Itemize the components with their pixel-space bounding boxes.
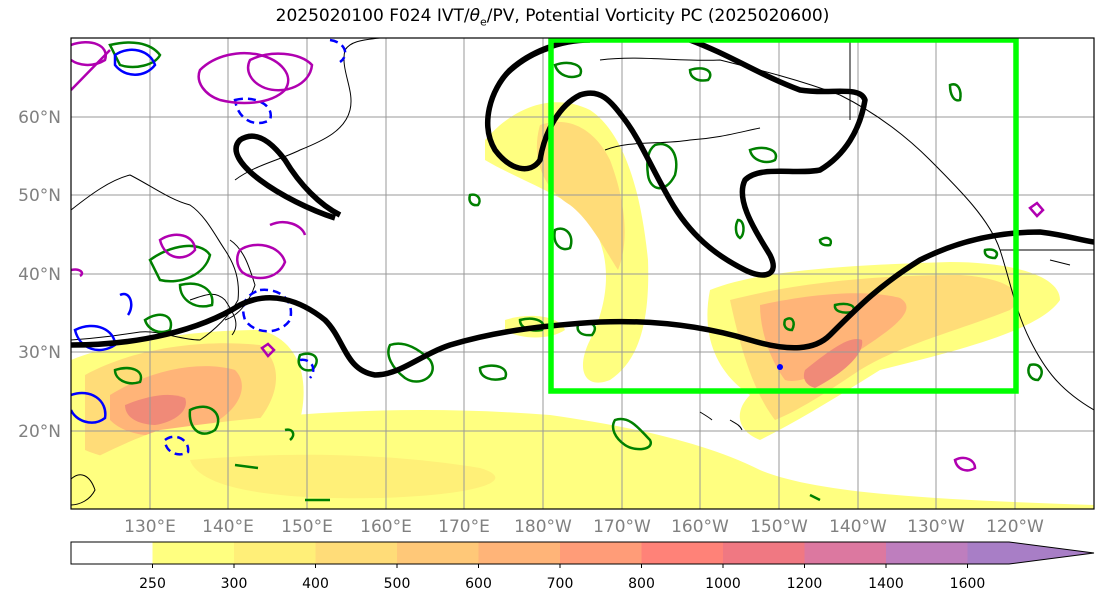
colorbar-segment: [804, 542, 887, 564]
colorbar-segment: [315, 542, 398, 564]
coast-east-asia: [71, 174, 239, 341]
coast-hawaii: [699, 411, 743, 431]
blue-contour-9: [329, 38, 347, 64]
coast-aleutians: [604, 127, 761, 151]
magenta-contours: [71, 41, 1045, 472]
pv-contours: [71, 38, 1094, 378]
lat-label: 60°N: [18, 108, 61, 128]
ivt-east-ar-core: [760, 293, 907, 381]
colorbar-label: 250: [139, 576, 166, 592]
coast-kamchatka: [234, 38, 381, 181]
colorbar-segment: [560, 542, 642, 564]
colorbar-label: 500: [384, 576, 411, 592]
lon-label: 150°W: [750, 517, 808, 537]
magenta-contour-3: [71, 41, 107, 67]
magenta-contour-11: [71, 49, 111, 91]
lat-label: 30°N: [18, 343, 61, 363]
colorbar: 250 300 400 500 600 700 800 1000 1200 1400 1600: [70, 541, 1095, 592]
ivt-tropical-band-inner: [190, 454, 496, 499]
colorbar-label: 300: [221, 576, 248, 592]
blue-contour-7: [163, 435, 190, 456]
colorbar-segment: [967, 542, 1094, 564]
pv-contour-kamchatka: [233, 133, 342, 221]
blue-dot: [777, 364, 783, 370]
colorbar-label: 1200: [787, 576, 823, 592]
colorbar-label: 400: [302, 576, 329, 592]
magenta-contour-10: [1028, 201, 1045, 218]
magenta-contour-6: [269, 220, 307, 236]
magenta-contour-2: [246, 52, 314, 92]
lat-labels: 60°N 50°N 40°N 30°N 20°N: [18, 108, 61, 442]
colorbar-segment: [478, 542, 561, 564]
colorbar-label: 800: [628, 576, 655, 592]
lon-label: 160°W: [671, 517, 729, 537]
colorbar-label: 1400: [868, 576, 904, 592]
lat-label: 40°N: [18, 265, 61, 285]
blue-contour-8: [299, 358, 315, 379]
lon-label: 150°E: [281, 517, 333, 537]
lon-label: 140°W: [829, 517, 887, 537]
magenta-contour-5: [236, 243, 287, 280]
lon-label: 130°W: [907, 517, 965, 537]
colorbar-segment: [397, 542, 479, 564]
magenta-contour-7: [71, 268, 84, 278]
lon-label: 120°W: [986, 517, 1044, 537]
highlight-box: [548, 38, 1019, 394]
lon-label: 170°E: [438, 517, 490, 537]
magenta-contour-4: [158, 233, 197, 259]
lon-labels: 130°E 140°E 150°E 160°E 170°E 180°W 170°…: [124, 517, 1044, 537]
map-frame: [70, 37, 1095, 510]
colorbar-segment: [723, 542, 805, 564]
blue-contour-4: [119, 292, 133, 316]
coast-korea: [189, 293, 237, 336]
colorbar-segment: [641, 542, 724, 564]
colorbar-label: 600: [465, 576, 492, 592]
coast-north-america: [599, 57, 1094, 411]
colorbar-segment: [71, 542, 153, 564]
gridlines: [71, 38, 1094, 509]
magenta-contour-8: [260, 342, 276, 358]
colorbar-label: 700: [547, 576, 574, 592]
lat-label: 50°N: [18, 186, 61, 206]
blue-contour-1: [113, 48, 157, 76]
magenta-contour-9: [953, 456, 977, 472]
colorbar-segment: [152, 542, 235, 564]
lon-label: 140°E: [202, 517, 254, 537]
ivt-bering-plume-inner: [536, 121, 625, 270]
lon-label: 180°W: [514, 517, 572, 537]
ivt-east-ar-max: [803, 339, 863, 388]
coast-philippines: [71, 474, 96, 506]
blue-contour-5: [233, 97, 272, 125]
blue-contour-3: [71, 391, 107, 424]
colorbar-label: 1600: [950, 576, 986, 592]
chart-title: 2025020100 F024 IVT/θe/PV, Potential Vor…: [275, 6, 830, 29]
lon-label: 160°E: [360, 517, 412, 537]
ivt-region-west-max: [125, 394, 186, 425]
colorbar-segment: [234, 542, 316, 564]
pv-contour-bering: [485, 38, 868, 278]
lon-label: 170°W: [593, 517, 651, 537]
lat-label: 20°N: [18, 422, 61, 442]
colorbar-segment: [886, 542, 968, 564]
colorbar-label: 1000: [705, 576, 741, 592]
colorbar-outline: [70, 541, 1095, 565]
lon-label: 130°E: [124, 517, 176, 537]
pv-contour-main: [71, 229, 1094, 378]
